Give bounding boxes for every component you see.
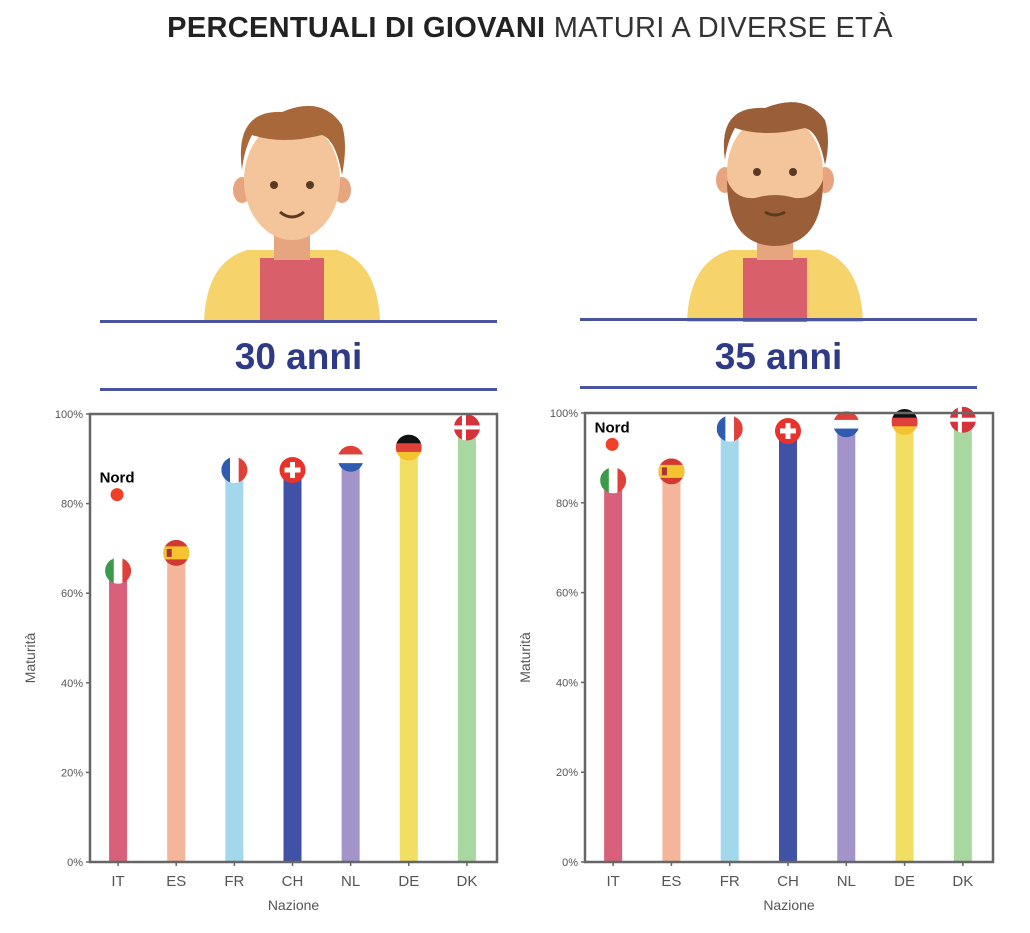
y-axis-label: Maturità bbox=[517, 632, 533, 683]
bar-fr bbox=[720, 428, 739, 862]
bar-es bbox=[662, 471, 681, 862]
x-tick-label: CH bbox=[282, 873, 304, 890]
flag-ch-icon bbox=[775, 417, 801, 444]
header-rule-bottom bbox=[580, 386, 977, 389]
nord-label: Nord bbox=[595, 419, 630, 436]
x-tick-label: DK bbox=[952, 873, 973, 890]
bar-de bbox=[399, 447, 418, 862]
x-tick-label: DK bbox=[457, 873, 478, 890]
x-tick-label: CH bbox=[777, 873, 799, 890]
bar-nl bbox=[837, 424, 856, 862]
y-tick-label: 0% bbox=[67, 857, 83, 869]
bar-it bbox=[109, 570, 128, 862]
y-tick-label: 80% bbox=[556, 498, 578, 510]
bar-ch bbox=[283, 470, 302, 862]
panel-header-35: 35 anni bbox=[714, 336, 843, 377]
flag-it-icon bbox=[600, 467, 627, 494]
plot-frame bbox=[583, 411, 995, 864]
bar-it bbox=[604, 480, 623, 862]
panel-header-30: 30 anni bbox=[234, 336, 363, 377]
y-tick-label: 20% bbox=[556, 767, 578, 779]
y-tick-label: 100% bbox=[55, 409, 83, 421]
flag-fr-icon bbox=[716, 415, 743, 442]
flag-nl-icon bbox=[337, 445, 364, 472]
y-tick-label: 0% bbox=[562, 857, 578, 869]
x-tick-label: FR bbox=[224, 873, 244, 890]
title-light: MATURI A DIVERSE ETÀ bbox=[553, 12, 893, 44]
flag-es-icon bbox=[658, 458, 685, 485]
y-tick-label: 60% bbox=[556, 588, 578, 600]
flag-fr-icon bbox=[221, 457, 248, 483]
plot-frame bbox=[88, 412, 499, 864]
bar-nl bbox=[341, 458, 360, 862]
bar-dk bbox=[457, 427, 476, 862]
x-axis-label: Nazione bbox=[763, 897, 815, 913]
x-axis-label: Nazione bbox=[268, 897, 320, 913]
y-tick-label: 100% bbox=[550, 408, 578, 420]
chart-1: 0% 20% 40% 60% 80% 100% IT ES FR CH NL DE DK Nord Nazi… bbox=[517, 406, 995, 913]
bar-dk bbox=[953, 419, 972, 862]
header-rule-top bbox=[100, 320, 497, 323]
y-tick-label: 40% bbox=[61, 678, 83, 690]
header-rule-top bbox=[580, 318, 977, 321]
flag-nl-icon bbox=[833, 411, 860, 438]
nord-label: Nord bbox=[100, 470, 135, 487]
flag-dk-icon bbox=[949, 406, 976, 433]
x-tick-label: NL bbox=[837, 873, 856, 890]
avatar-young-man-icon bbox=[204, 105, 380, 322]
y-tick-label: 60% bbox=[61, 588, 83, 600]
bar-es bbox=[167, 552, 186, 862]
y-axis-label: Maturità bbox=[22, 633, 38, 684]
x-tick-label: ES bbox=[166, 873, 186, 890]
x-tick-label: IT bbox=[111, 873, 124, 890]
bar-ch bbox=[779, 430, 797, 862]
flag-ch-icon bbox=[279, 457, 306, 483]
nord-marker bbox=[605, 437, 619, 451]
flag-dk-icon bbox=[453, 414, 480, 441]
chart-0: 0% 20% 40% 60% 80% 100% IT ES FR CH NL DE DK Nord Nazi… bbox=[22, 409, 499, 913]
x-tick-label: NL bbox=[341, 873, 360, 890]
x-tick-label: DE bbox=[894, 873, 915, 890]
x-tick-label: FR bbox=[720, 873, 740, 890]
bar-de bbox=[895, 421, 914, 862]
y-tick-label: 20% bbox=[61, 767, 83, 779]
header-rule-bottom bbox=[100, 388, 497, 391]
flag-it-icon bbox=[105, 557, 132, 584]
page-title: PERCENTUALI DI GIOVANI MATURI A DIVERSE … bbox=[0, 12, 1030, 45]
flag-de-icon bbox=[395, 434, 422, 461]
x-tick-label: IT bbox=[606, 873, 619, 890]
x-tick-label: DE bbox=[398, 873, 419, 890]
x-tick-label: ES bbox=[661, 873, 681, 890]
title-bold: PERCENTUALI DI GIOVANI bbox=[167, 12, 546, 44]
nord-marker bbox=[110, 488, 124, 502]
y-tick-label: 80% bbox=[61, 499, 83, 511]
bar-fr bbox=[225, 470, 244, 862]
avatar-bearded-man-icon bbox=[687, 102, 863, 322]
y-tick-label: 40% bbox=[556, 677, 578, 689]
flag-es-icon bbox=[163, 539, 190, 566]
